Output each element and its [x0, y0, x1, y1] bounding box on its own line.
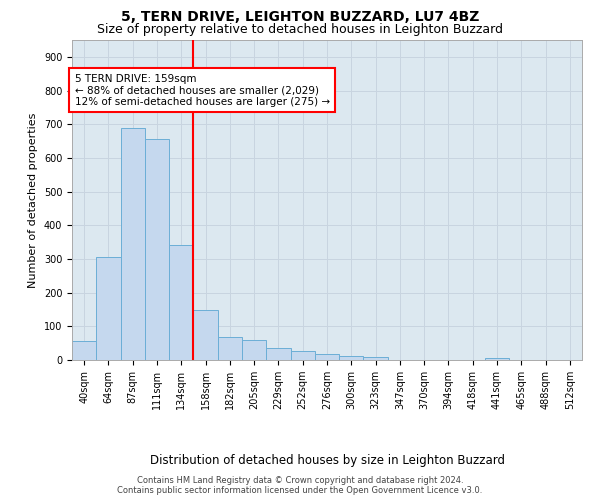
Bar	[121, 128, 145, 360]
Bar	[315, 354, 339, 360]
Bar	[266, 348, 290, 360]
Bar	[242, 340, 266, 360]
Text: 5, TERN DRIVE, LEIGHTON BUZZARD, LU7 4BZ: 5, TERN DRIVE, LEIGHTON BUZZARD, LU7 4BZ	[121, 10, 479, 24]
Bar	[96, 256, 121, 360]
Bar	[145, 140, 169, 360]
Bar	[364, 356, 388, 360]
Bar	[485, 358, 509, 360]
Text: Contains HM Land Registry data © Crown copyright and database right 2024.
Contai: Contains HM Land Registry data © Crown c…	[118, 476, 482, 495]
Bar	[169, 246, 193, 360]
Text: Size of property relative to detached houses in Leighton Buzzard: Size of property relative to detached ho…	[97, 22, 503, 36]
Bar	[290, 351, 315, 360]
Bar	[218, 337, 242, 360]
Y-axis label: Number of detached properties: Number of detached properties	[28, 112, 38, 288]
Bar	[72, 342, 96, 360]
Bar	[193, 310, 218, 360]
Bar	[339, 356, 364, 360]
Text: 5 TERN DRIVE: 159sqm
← 88% of detached houses are smaller (2,029)
12% of semi-de: 5 TERN DRIVE: 159sqm ← 88% of detached h…	[74, 74, 329, 107]
X-axis label: Distribution of detached houses by size in Leighton Buzzard: Distribution of detached houses by size …	[149, 454, 505, 466]
